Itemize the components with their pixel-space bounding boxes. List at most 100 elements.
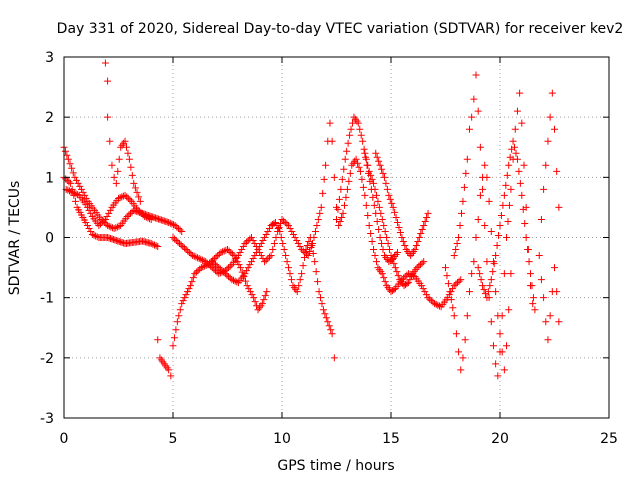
data-point (373, 217, 381, 225)
data-point (106, 206, 114, 214)
data-point (340, 201, 348, 209)
data-point (490, 260, 498, 268)
data-point (159, 216, 167, 224)
data-point (326, 119, 334, 127)
x-tick-label: 20 (491, 431, 509, 447)
data-point (189, 252, 197, 260)
data-point (345, 177, 353, 185)
data-point (470, 95, 478, 103)
data-point (551, 125, 558, 133)
data-point (262, 230, 270, 238)
data-point (68, 164, 76, 172)
data-point (311, 227, 319, 235)
data-point (251, 240, 259, 248)
data-point (370, 246, 378, 254)
data-point (88, 230, 96, 238)
data-point (446, 288, 454, 296)
data-point (168, 220, 176, 228)
data-point (436, 302, 444, 310)
data-point (202, 258, 210, 266)
x-tick-label: 10 (273, 431, 291, 447)
data-point (380, 274, 388, 282)
data-point (391, 208, 399, 216)
data-point (207, 262, 215, 270)
data-point (361, 149, 369, 157)
data-point (505, 201, 513, 209)
data-point (321, 310, 329, 318)
data-point (286, 270, 294, 278)
data-point (241, 277, 249, 285)
data-point (279, 240, 287, 248)
data-point (198, 256, 206, 264)
data-point (371, 252, 379, 260)
data-point (477, 276, 485, 284)
data-point (64, 155, 72, 163)
data-point (103, 212, 111, 220)
y-tick-label: 0 (45, 231, 54, 247)
data-point (104, 77, 112, 85)
data-point (85, 224, 93, 232)
data-point (285, 264, 293, 272)
data-point (472, 234, 480, 241)
data-point (285, 221, 293, 229)
data-point (165, 366, 173, 374)
data-point (496, 221, 504, 229)
data-point (179, 297, 187, 305)
data-point (420, 258, 428, 266)
data-point (246, 288, 254, 296)
data-point (328, 137, 336, 145)
data-point (483, 173, 491, 181)
data-point (542, 161, 550, 169)
data-point (421, 217, 429, 225)
data-point (150, 241, 158, 249)
data-point (153, 214, 161, 222)
data-point (529, 294, 537, 302)
data-point (176, 240, 184, 248)
data-point (110, 224, 118, 232)
data-point (289, 230, 297, 238)
data-point (376, 234, 384, 241)
data-point (63, 176, 71, 184)
data-point (79, 188, 87, 196)
data-point (474, 264, 482, 272)
data-point (76, 182, 84, 190)
data-point (364, 161, 372, 169)
data-point (316, 209, 324, 217)
data-point (208, 264, 216, 272)
data-point (280, 217, 288, 225)
data-point (190, 252, 198, 260)
data-point (338, 175, 346, 183)
data-point (375, 157, 383, 165)
data-point (123, 193, 131, 201)
data-point (169, 342, 177, 350)
data-point (359, 137, 367, 145)
data-point (112, 237, 120, 245)
data-point (160, 217, 168, 225)
data-point (367, 171, 375, 179)
data-point (69, 169, 77, 177)
data-point (101, 59, 109, 67)
data-point (474, 107, 482, 115)
data-point (197, 255, 205, 263)
data-point (246, 235, 254, 243)
data-point (250, 294, 258, 302)
data-point (233, 278, 241, 286)
data-point (286, 224, 294, 232)
data-point (415, 262, 423, 270)
data-point (385, 191, 393, 199)
data-point (443, 272, 451, 280)
data-point (105, 209, 113, 217)
data-point (71, 197, 79, 205)
data-point (248, 291, 256, 299)
data-point (141, 212, 149, 220)
data-point (82, 218, 90, 226)
data-point (418, 225, 426, 233)
series-track-I (361, 149, 428, 290)
y-tick-label: 1 (45, 170, 54, 186)
data-point (322, 314, 330, 322)
data-point (184, 247, 192, 255)
data-point (256, 243, 264, 251)
y-tick-label: -1 (40, 291, 54, 307)
data-point (271, 218, 279, 226)
data-point (238, 246, 246, 254)
